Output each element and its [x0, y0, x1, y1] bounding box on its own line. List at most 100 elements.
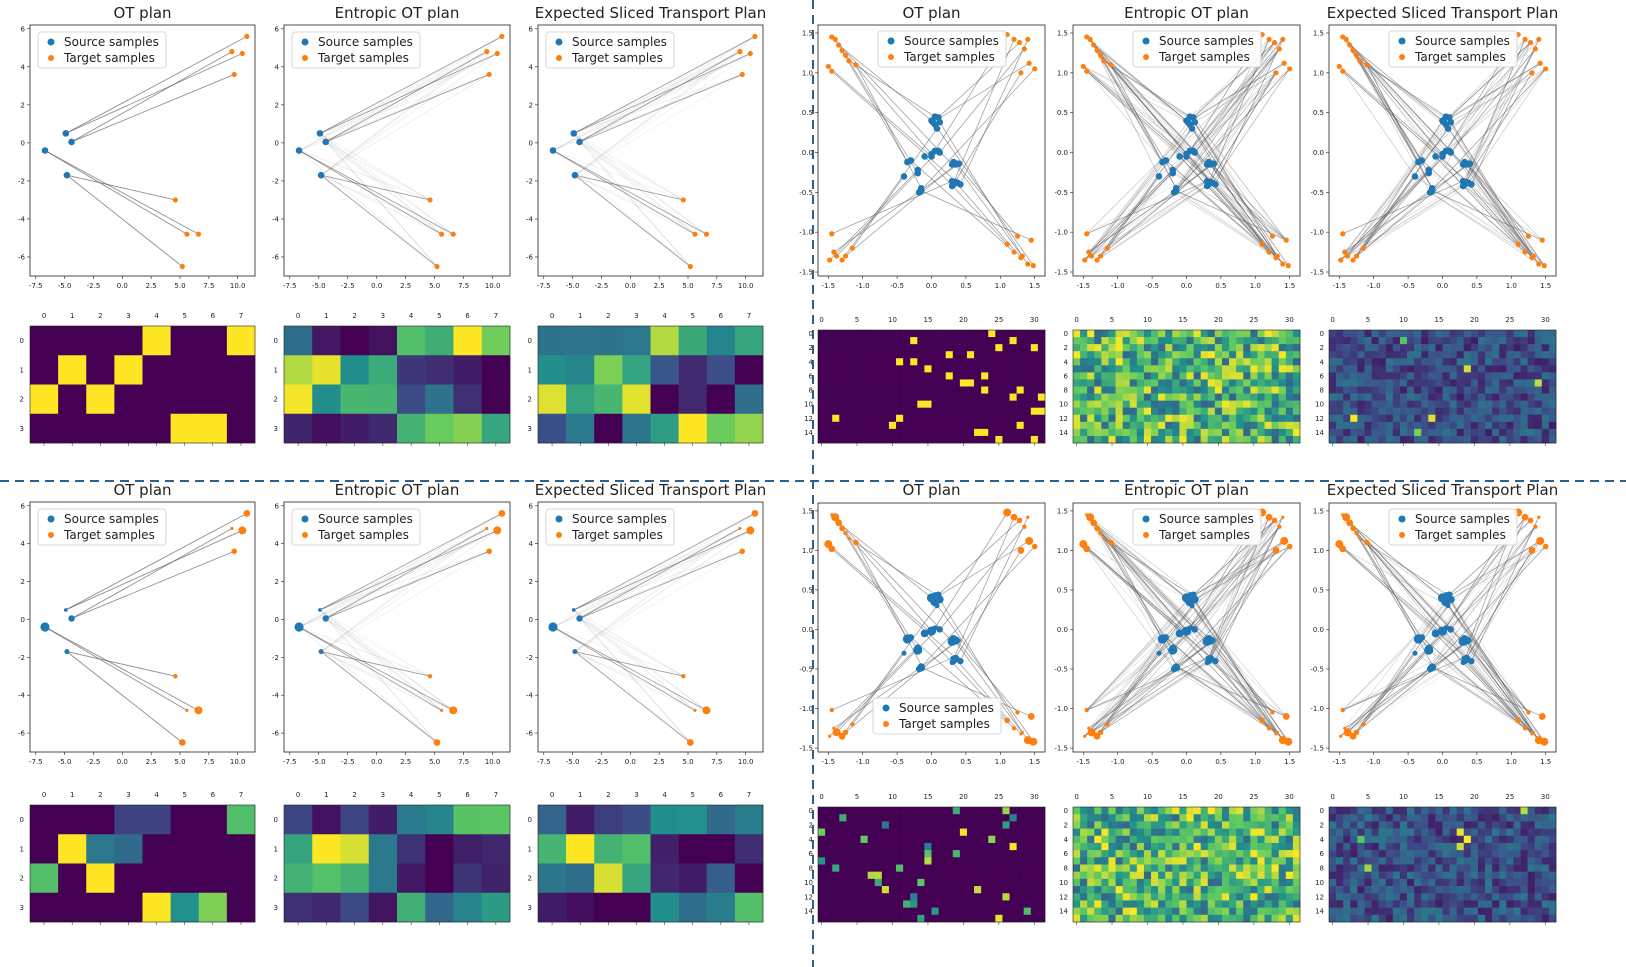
heatmap-cell: [1101, 337, 1109, 345]
heatmap-cell: [1271, 330, 1280, 338]
heatmap-cell: [1023, 379, 1032, 387]
heatmap-cell: [1435, 393, 1443, 401]
heatmap-cell: [1499, 407, 1507, 416]
heatmap-cell: [1506, 337, 1514, 345]
heatmap-cell: [1243, 344, 1251, 352]
heatmap-cell: [1165, 421, 1173, 430]
heatmap-cell: [1179, 372, 1187, 380]
heatmap-cell: [1002, 871, 1010, 880]
heatmap-cell: [832, 857, 840, 865]
heatmap-cell: [650, 834, 679, 864]
heatmap-cell: [1463, 407, 1472, 416]
heatmap-cell: [1073, 878, 1081, 887]
heatmap-cell: [988, 835, 996, 844]
heatmap-cell: [1172, 900, 1180, 908]
y-tick-label: -4: [18, 692, 26, 700]
transport-line: [1442, 633, 1519, 721]
heatmap-cell: [832, 337, 840, 345]
transport-line: [1173, 668, 1270, 729]
heatmap-cell: [1407, 358, 1415, 366]
heatmap-cell: [959, 864, 968, 872]
transport-line: [574, 513, 756, 652]
heatmap-cell: [1343, 807, 1351, 815]
heatmap-cell: [1172, 807, 1180, 815]
heatmap-col-label: 0: [550, 312, 554, 320]
heatmap-cell: [1122, 386, 1131, 394]
heatmap-cell: [896, 914, 904, 923]
legend-target-label: Target samples: [571, 51, 663, 65]
transport-line: [71, 74, 235, 143]
heatmap-cell: [706, 326, 736, 356]
heatmap-cell: [1009, 900, 1017, 908]
transport-line: [1175, 190, 1270, 253]
heatmap-cell: [1207, 330, 1216, 338]
heatmap-cell: [917, 344, 925, 352]
heatmap-cell: [1030, 914, 1039, 923]
heatmap-cell: [1229, 907, 1237, 916]
heatmap-cell: [1193, 344, 1201, 352]
y-tick-label: 0.5: [1057, 586, 1068, 594]
heatmap-cell: [1214, 365, 1223, 373]
heatmap-cell: [888, 886, 897, 894]
heatmap-cell: [1357, 400, 1365, 408]
transport-line: [320, 651, 431, 677]
heatmap-row-label: 14: [1315, 429, 1324, 437]
heatmap-cell: [1009, 414, 1017, 423]
heatmap-cell: [1456, 835, 1465, 844]
heatmap-cell: [867, 814, 876, 822]
heatmap-cell: [903, 400, 911, 408]
heatmap-cell: [1073, 407, 1081, 416]
heatmap-cell: [1378, 835, 1387, 844]
heatmap-cell: [170, 413, 200, 444]
heatmap-cell: [867, 435, 876, 444]
heatmap-cell: [931, 358, 939, 366]
transport-line: [65, 529, 243, 611]
heatmap-cell: [924, 421, 932, 430]
heatmap-cell: [853, 379, 861, 387]
legend-source-marker: [1142, 515, 1150, 523]
heatmap-cell: [1392, 850, 1401, 858]
heatmap-cell: [1292, 435, 1301, 444]
heatmap-cell: [1158, 337, 1166, 345]
heatmap-cell: [1477, 379, 1486, 387]
heatmap-cell: [1186, 379, 1194, 387]
transport-line: [1096, 50, 1211, 183]
transport-line: [1100, 593, 1191, 733]
heatmap-cell: [1534, 414, 1543, 423]
target-point: [440, 708, 444, 712]
heatmap-cell: [1122, 907, 1131, 916]
heatmap-cell: [995, 857, 1003, 865]
transport-line: [1186, 156, 1270, 253]
heatmap-cell: [1292, 893, 1301, 901]
heatmap-cell: [1463, 814, 1472, 822]
heatmap-cell: [1094, 379, 1102, 387]
heatmap-cell: [1350, 386, 1358, 394]
heatmap-cell: [881, 344, 890, 352]
heatmap-cell: [1073, 414, 1081, 423]
x-tick-label: -1.5: [1076, 758, 1090, 766]
transport-line: [1208, 638, 1277, 735]
heatmap-cell: [1186, 337, 1194, 345]
heatmap-cell: [1143, 907, 1152, 916]
heatmap-cell: [910, 900, 918, 908]
heatmap-cell: [846, 428, 854, 437]
heatmap-cell: [1151, 428, 1159, 437]
y-tick-label: -4: [272, 215, 280, 223]
heatmap-cell: [734, 413, 764, 444]
heatmap-cell: [1073, 850, 1081, 858]
heatmap-cell: [1030, 379, 1039, 387]
heatmap-cell: [896, 814, 904, 822]
heatmap-col-label: 3: [634, 312, 638, 320]
heatmap-cell: [924, 386, 932, 394]
y-tick-label: -1.0: [1054, 229, 1068, 237]
heatmap-cell: [1030, 835, 1039, 844]
heatmap-cell: [397, 805, 426, 835]
heatmap-cell: [896, 393, 904, 401]
heatmap-cell: [1292, 886, 1301, 894]
heatmap-cell: [1399, 807, 1408, 815]
source-point: [318, 608, 322, 612]
heatmap-cell: [1414, 365, 1422, 373]
transport-line: [1107, 163, 1212, 249]
heatmap-cell: [1108, 850, 1116, 858]
target-point: [1086, 249, 1092, 255]
